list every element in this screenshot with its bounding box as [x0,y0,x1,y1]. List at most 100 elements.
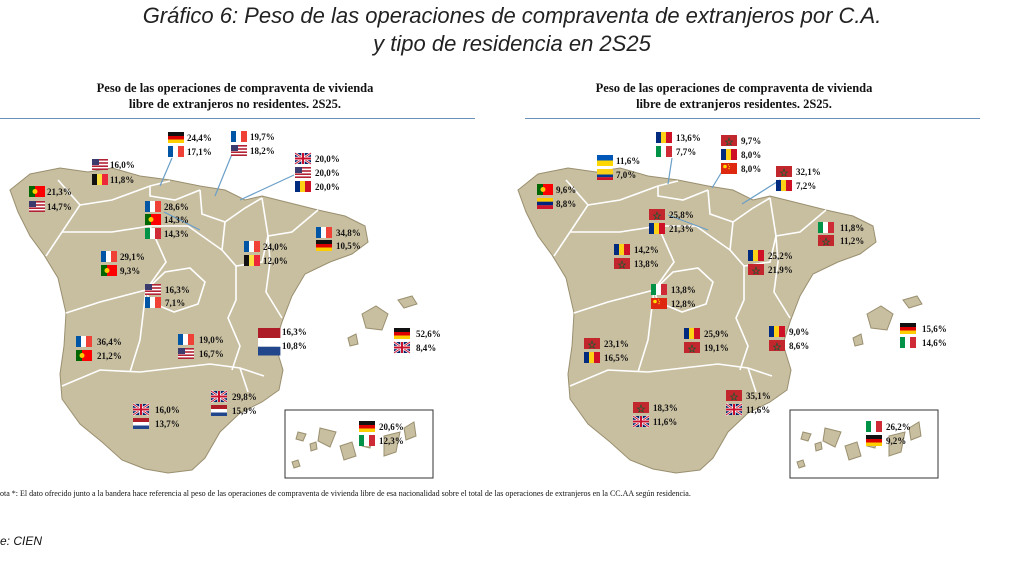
label-value: 16,3% [282,327,307,337]
usa-flag-icon [145,284,161,295]
label-value: 8,4% [416,343,436,353]
label-value: 13,6% [676,133,701,143]
label-value: 11,8% [110,175,134,185]
right-label-madrid: 13,8% 12,8% [651,284,696,309]
left-map-title-line1: Peso de las operaciones de compraventa d… [96,81,374,95]
ukraine-flag-icon [597,155,613,166]
germany-flag-icon [394,328,410,339]
label-value: 14,6% [922,338,947,348]
belgium-flag-icon [244,255,260,266]
label-value: 8,0% [741,164,761,174]
right-label-cataluna: 11,8% 11,2% [817,222,864,247]
right-map-title-line1: Peso de las operaciones de compraventa d… [595,81,873,95]
romania-flag-icon [649,223,665,234]
main-title-line2: y tipo de residencia en 2S25 [373,31,651,56]
left-label-extremadura: 36,4% 21,2% [76,336,122,361]
germany-flag-icon [866,435,882,446]
morocco-flag-icon [747,263,765,276]
label-value: 8,8% [556,199,576,209]
label-value: 21,9% [768,265,793,275]
morocco-flag-icon [775,165,793,178]
label-value: 25,2% [768,251,793,261]
morocco-flag-icon [583,337,601,350]
uk-flag-icon [724,402,744,417]
germany-flag-icon [359,421,375,432]
label-value: 35,1% [746,391,771,401]
romania-flag-icon [656,132,672,143]
label-value: 7,2% [796,181,816,191]
label-value: 13,8% [634,259,659,269]
label-value: 24,4% [187,133,212,143]
left-label-navarra: 20,0% 20,0% 20,0% [293,151,340,192]
label-value: 17,1% [187,147,212,157]
right-label-la-rioja: 25,8% 21,3% [648,208,694,234]
italy-flag-icon [651,284,667,295]
right-label-navarra: 32,1% 7,2% [775,165,821,191]
label-value: 20,0% [315,182,340,192]
label-value: 9,2% [886,436,906,446]
right-label-valenciana: 9,0% 8,6% [768,326,809,352]
label-value: 11,8% [840,223,864,233]
label-value: 8,0% [741,150,761,160]
right-label-baleares: 15,6% 14,6% [900,323,947,348]
label-value: 21,3% [47,187,72,197]
left-label-canarias: 20,6% 12,3% [359,421,404,446]
france-flag-icon [145,297,161,308]
label-value: 23,1% [604,339,629,349]
germany-flag-icon [900,323,916,334]
label-value: 25,9% [704,329,729,339]
uk-flag-icon [209,389,229,404]
france-flag-icon [231,131,247,142]
main-title: Gráfico 6: Peso de las operaciones de co… [0,2,1024,58]
usa-flag-icon [295,167,311,178]
label-value: 19,7% [250,132,275,142]
right-map-title-line2: libre de extranjeros residentes. 2S25. [636,97,832,111]
uk-flag-icon [392,340,412,355]
france-flag-icon [101,251,117,262]
label-value: 7,7% [676,147,696,157]
portugal-flag-icon [101,265,117,276]
left-map-title: Peso de las operaciones de compraventa d… [45,80,425,112]
right-label-andalucia: 18,3% 11,6% [631,401,678,429]
usa-flag-icon [178,348,194,359]
right-map-canarias-inset [789,409,939,479]
portugal-flag-icon [537,184,553,195]
france-flag-icon [168,146,184,157]
germany-flag-icon [316,240,332,251]
label-value: 9,3% [120,266,140,276]
morocco-flag-icon [648,208,666,221]
right-label-murcia: 35,1% 11,6% [724,389,771,417]
label-value: 52,6% [416,329,441,339]
label-value: 12,0% [263,256,288,266]
left-label-galicia: 21,3% 14,7% [29,186,72,212]
right-label-galicia: 9,6% 8,8% [537,184,576,209]
left-label-castilla-y-leon: 29,1% 9,3% [101,251,145,276]
netherlands-flag-icon [133,418,149,429]
romania-flag-icon [748,250,764,261]
romania-flag-icon [776,180,792,191]
label-value: 14,7% [47,202,72,212]
source-note: e: CIEN [0,534,43,548]
left-label-asturias: 16,0% 11,8% [92,159,135,185]
label-value: 19,1% [704,343,729,353]
uk-flag-icon [293,151,313,166]
label-value: 16,5% [604,353,629,363]
right-label-asturias: 11,6% 7,0% [597,155,640,180]
italy-flag-icon [359,435,375,446]
label-value: 36,4% [97,337,122,347]
label-value: 20,6% [379,422,404,432]
left-label-baleares: 52,6% 8,4% [392,328,441,355]
morocco-flag-icon [725,389,743,402]
right-label-canarias: 26,2% 9,2% [866,421,911,446]
left-label-valenciana: 16,3% 10,8% [258,327,307,356]
right-map-title: Peso de las operaciones de compraventa d… [544,80,924,112]
label-value: 16,7% [199,349,224,359]
label-value: 20,0% [315,154,340,164]
italy-flag-icon [818,222,834,233]
label-value: 14,3% [164,215,189,225]
label-value: 12,3% [379,436,404,446]
footnote: ota *: El dato ofrecido junto a la bande… [0,489,691,498]
right-label-pais-vasco: 9,7% 8,0% 8,0% [720,134,761,174]
label-value: 11,6% [616,156,640,166]
right-label-castilla-la-mancha: 25,9% 19,1% [683,328,729,354]
